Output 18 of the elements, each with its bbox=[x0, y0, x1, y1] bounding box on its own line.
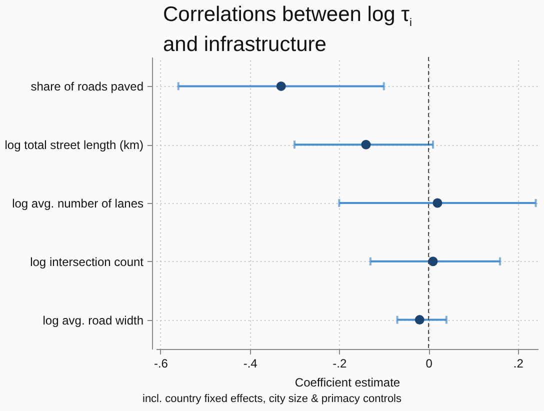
y-tick-label: log avg. road width bbox=[42, 313, 144, 328]
point bbox=[414, 315, 424, 325]
y-tick-label: log intersection count bbox=[30, 254, 144, 269]
point bbox=[276, 81, 286, 91]
y-tick-label: share of roads paved bbox=[30, 80, 144, 94]
point bbox=[428, 256, 438, 266]
x-tick-label: 0 bbox=[426, 356, 433, 370]
point bbox=[432, 198, 442, 208]
x-axis-title: Coefficient estimate bbox=[294, 376, 400, 390]
y-tick-label: log total street length (km) bbox=[4, 138, 144, 152]
chart-title: Correlations between log τ$_{i}$ and infrastructure bbox=[163, 3, 412, 56]
x-tick-label: .2 bbox=[513, 356, 524, 370]
text: incl. country fixed effects, city size & primacy controls bbox=[142, 393, 402, 405]
x-tick-label: -.2 bbox=[332, 356, 348, 370]
y-tick-label: log avg. number of lanes bbox=[12, 196, 144, 210]
x-tick-label: -.4 bbox=[243, 356, 258, 370]
x-tick-label: -.6 bbox=[154, 356, 168, 370]
point bbox=[361, 140, 371, 150]
